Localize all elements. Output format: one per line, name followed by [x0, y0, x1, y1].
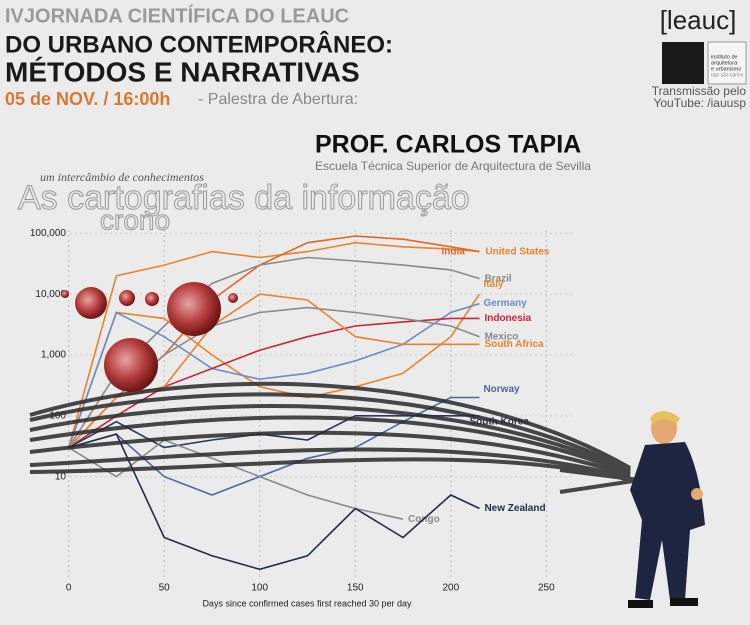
series-line — [67, 302, 480, 448]
stream-info: Transmissão pelo — [652, 84, 747, 98]
stream-info: YouTube: /iauusp — [653, 96, 746, 110]
talk-subtitle: crono — [100, 204, 170, 235]
y-tick-label: 1,000 — [41, 350, 66, 361]
series-label: South Africa — [484, 339, 544, 350]
logo-institute: e urbanismo — [711, 66, 741, 72]
speaker-affiliation: Escuela Técnica Superior de Arquitectura… — [315, 159, 591, 173]
series-label: Germany — [483, 298, 527, 309]
x-tick-label: 200 — [442, 583, 459, 594]
event-subtitle: MÉTODOS E NARRATIVAS — [5, 56, 360, 87]
logo-box — [707, 41, 747, 85]
speaker-name: PROF. CARLOS TAPIA — [315, 131, 581, 159]
series-label: Indonesia — [484, 313, 531, 324]
series-label: Mexico — [484, 331, 518, 342]
x-tick-label: 100 — [251, 583, 268, 594]
series-line — [68, 433, 480, 571]
x-tick-label: 50 — [159, 583, 171, 594]
y-tick-label: 100,000 — [30, 228, 67, 239]
series-line — [67, 293, 481, 448]
logo-institute: usp são carlos — [711, 72, 744, 78]
figure — [628, 411, 705, 608]
y-tick-label: 10 — [55, 471, 67, 482]
logo-institute: instituto de — [711, 54, 738, 60]
event-session: - Palestra de Abertura: — [198, 91, 358, 108]
x-tick-label: 250 — [538, 583, 555, 594]
series-label: India — [441, 246, 465, 257]
y-tick-label: 10,000 — [35, 289, 66, 300]
virus-decoration — [61, 282, 238, 392]
talk-title: As cartografias da informação — [18, 179, 470, 217]
logo-mark — [662, 42, 704, 84]
series-label: Italy — [483, 279, 503, 290]
x-axis-label: Days since confirmed cases first reached… — [202, 598, 412, 608]
series-label: New Zealand — [484, 503, 545, 514]
series-label: United States — [485, 246, 549, 257]
series-line — [68, 396, 480, 496]
x-tick-label: 150 — [347, 583, 364, 594]
x-tick-label: 0 — [66, 583, 72, 594]
series-label: Norway — [483, 384, 520, 395]
series-label: Brazil — [484, 273, 511, 284]
logo-institute: arquitetura — [711, 60, 738, 66]
event-subtitle: DO URBANO CONTEMPORÂNEO: — [5, 30, 393, 58]
logo-text: [leauc] — [660, 5, 737, 35]
tagline: um intercâmbio de conhecimentos — [40, 170, 204, 184]
event-title: IVJORNADA CIENTÍFICA DO LEAUC — [5, 4, 349, 27]
event-date: 05 de NOV. / 16:00h — [5, 89, 170, 109]
